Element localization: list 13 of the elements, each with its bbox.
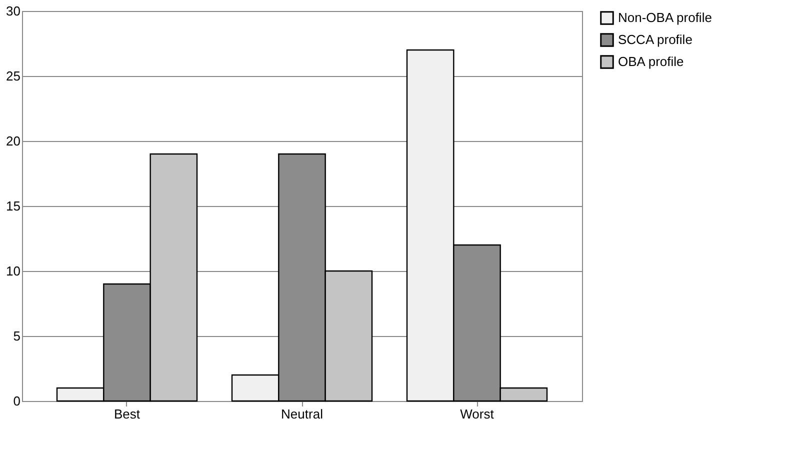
x-tick-label: Worst	[460, 406, 494, 422]
y-tick-label: 30	[6, 4, 20, 18]
x-tick-label: Neutral	[281, 406, 324, 422]
y-tick-label: 15	[6, 198, 20, 214]
x-tick-label: Best	[114, 406, 140, 422]
legend-label: Non-OBA profile	[618, 10, 712, 25]
legend-label: OBA profile	[618, 54, 684, 69]
y-tick-label: 20	[6, 134, 20, 148]
y-tick-label: 10	[6, 264, 20, 278]
y-tick-label: 25	[6, 68, 20, 84]
y-tick-label: 5	[13, 328, 20, 344]
legend-label: SCCA profile	[618, 32, 692, 47]
y-tick-label: 0	[13, 394, 20, 408]
